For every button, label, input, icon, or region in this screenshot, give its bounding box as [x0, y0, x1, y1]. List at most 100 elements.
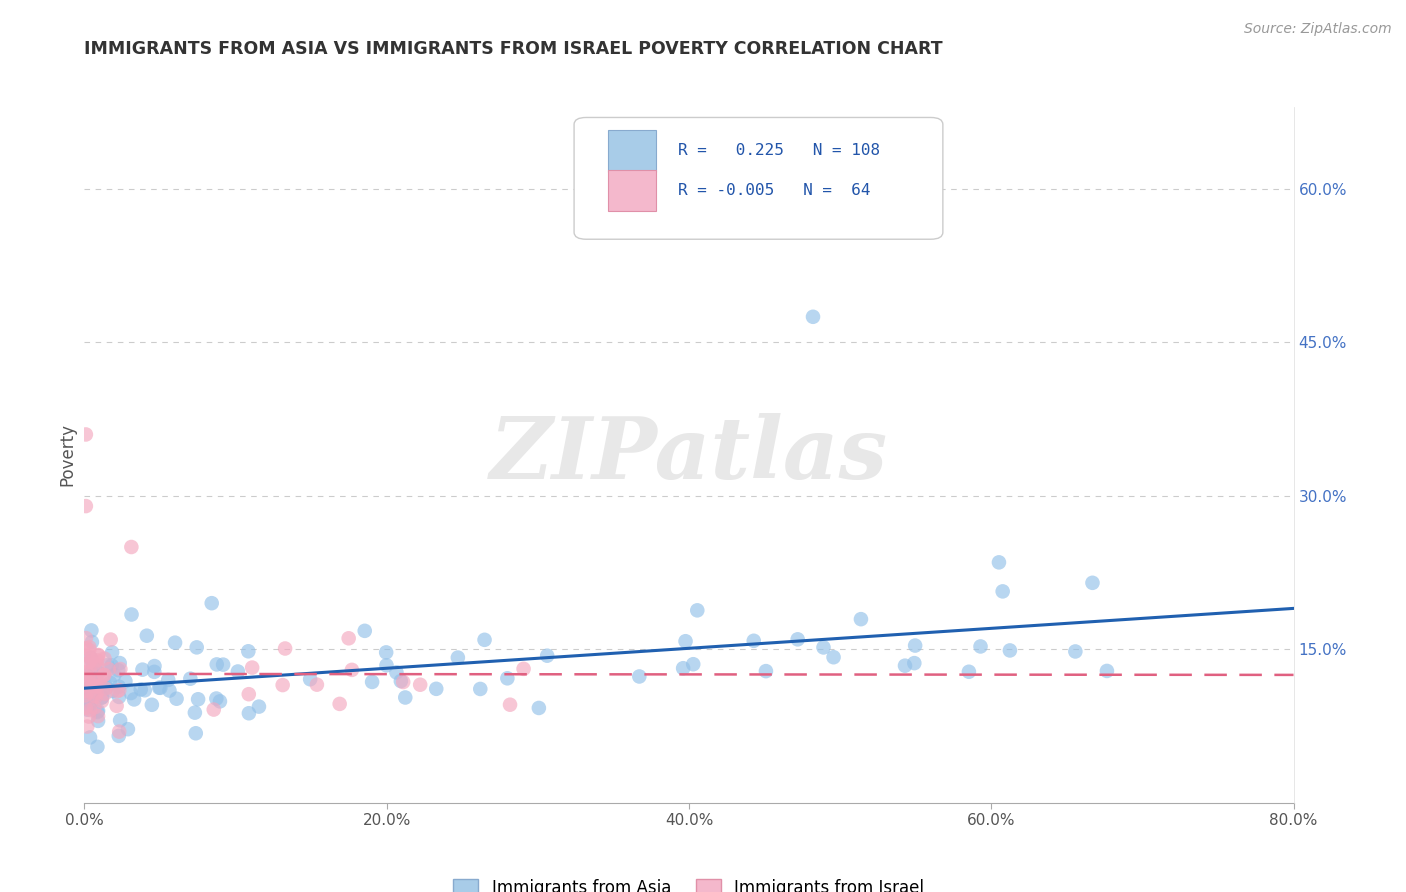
Point — [75, 701, 97, 715]
Point — [76, 720, 98, 734]
Point — [80, 679, 103, 693]
Point — [100, 632, 122, 647]
Point — [1081, 575, 1104, 590]
Point — [77, 657, 100, 671]
Point — [353, 624, 375, 638]
Point — [122, 692, 145, 706]
Point — [101, 684, 124, 698]
Point — [75, 678, 97, 692]
Point — [187, 692, 209, 706]
Point — [82, 678, 104, 692]
Point — [84, 680, 107, 694]
Point — [100, 658, 122, 673]
Legend: Immigrants from Asia, Immigrants from Israel: Immigrants from Asia, Immigrants from Is… — [446, 871, 932, 892]
Point — [184, 726, 207, 740]
Point — [149, 681, 172, 695]
Point — [84, 690, 107, 704]
Point — [755, 664, 778, 678]
Text: ZIPatlas: ZIPatlas — [489, 413, 889, 497]
Point — [83, 700, 105, 714]
Point — [75, 648, 97, 662]
Point — [212, 657, 235, 672]
Point — [675, 634, 697, 648]
Point — [813, 640, 835, 655]
Point — [496, 671, 519, 685]
Point — [87, 665, 110, 680]
Point — [94, 679, 117, 693]
Point — [361, 675, 384, 690]
Point — [86, 658, 108, 673]
Point — [108, 724, 131, 739]
Point — [392, 675, 415, 690]
Point — [108, 656, 131, 670]
Point — [143, 659, 166, 673]
Point — [103, 668, 125, 682]
Point — [79, 731, 101, 745]
Point — [305, 678, 328, 692]
Point — [75, 631, 97, 645]
Point — [80, 652, 103, 666]
Point — [337, 632, 360, 646]
Point — [90, 690, 112, 705]
Point — [238, 706, 260, 721]
Point — [987, 555, 1010, 569]
Point — [991, 584, 1014, 599]
Point — [527, 701, 550, 715]
Point — [76, 681, 98, 696]
Point — [628, 669, 651, 683]
Text: Source: ZipAtlas.com: Source: ZipAtlas.com — [1244, 22, 1392, 37]
Point — [474, 632, 496, 647]
Point — [240, 660, 263, 674]
Point — [86, 705, 108, 719]
Point — [117, 722, 139, 736]
Point — [108, 680, 131, 694]
Point — [394, 690, 416, 705]
Point — [120, 540, 142, 554]
Point — [79, 643, 101, 657]
Point — [75, 641, 97, 656]
Point — [87, 648, 110, 663]
Point — [238, 644, 260, 658]
Point — [87, 709, 110, 723]
Point — [82, 667, 104, 681]
Point — [375, 658, 398, 673]
Point — [89, 673, 111, 687]
Point — [82, 660, 104, 674]
Point — [108, 683, 131, 698]
Point — [84, 679, 107, 693]
Point — [107, 729, 129, 743]
Point — [86, 653, 108, 667]
Point — [75, 684, 97, 698]
Point — [238, 687, 260, 701]
Point — [166, 691, 188, 706]
FancyBboxPatch shape — [607, 130, 657, 172]
Text: IMMIGRANTS FROM ASIA VS IMMIGRANTS FROM ISRAEL POVERTY CORRELATION CHART: IMMIGRANTS FROM ASIA VS IMMIGRANTS FROM … — [84, 40, 943, 58]
Point — [77, 671, 100, 685]
Point — [76, 683, 98, 698]
Point — [682, 657, 704, 672]
Point — [179, 672, 201, 686]
Point — [87, 648, 110, 662]
Point — [143, 665, 166, 679]
Point — [79, 655, 101, 669]
Point — [904, 639, 927, 653]
Point — [76, 665, 98, 679]
Point — [105, 698, 128, 713]
Point — [91, 690, 114, 705]
Point — [184, 706, 207, 720]
Point — [93, 668, 115, 682]
Point — [77, 709, 100, 723]
FancyBboxPatch shape — [574, 118, 943, 239]
Point — [470, 681, 492, 696]
Point — [340, 663, 363, 677]
Point — [165, 635, 187, 649]
Point — [98, 675, 121, 690]
Point — [80, 651, 103, 665]
Point — [77, 668, 100, 682]
Point — [120, 686, 142, 700]
Point — [247, 699, 270, 714]
Point — [90, 694, 112, 708]
Point — [97, 662, 120, 676]
Point — [409, 678, 432, 692]
Point — [202, 702, 225, 716]
